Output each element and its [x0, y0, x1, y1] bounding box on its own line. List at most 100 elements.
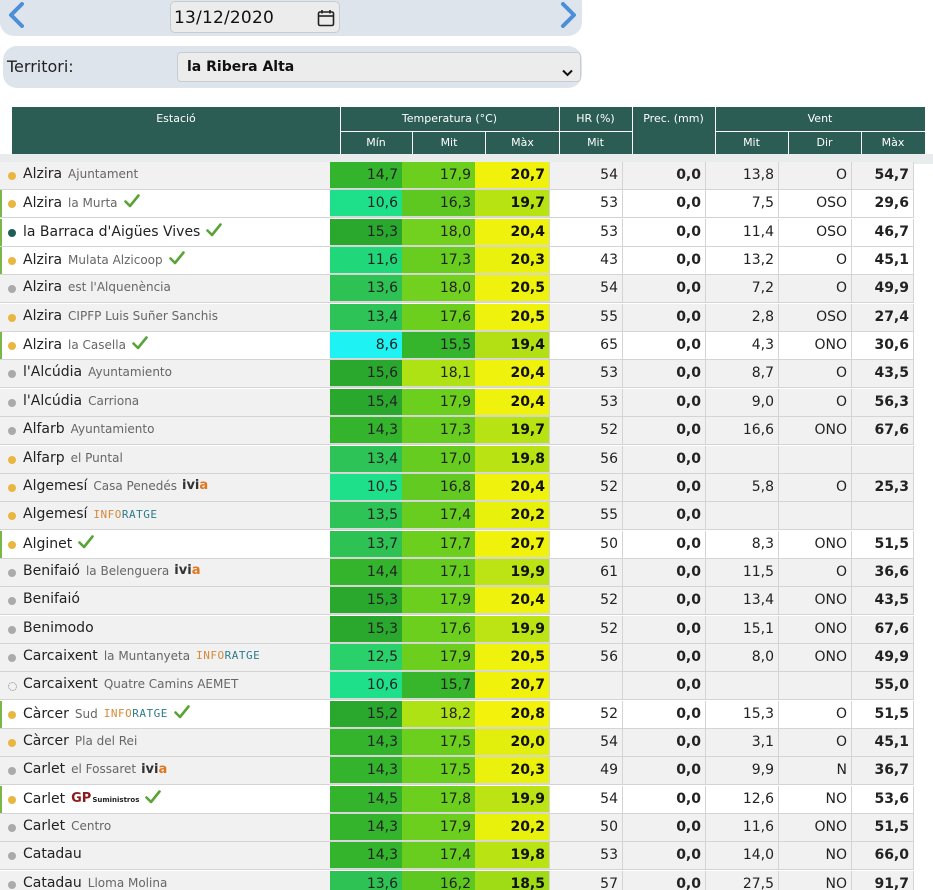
- station-cell[interactable]: Càrcer Sud INFORATGE: [0, 701, 330, 728]
- table-row[interactable]: Algemesí Casa Penedés ivia 10,5 16,8 20,4 52 0,…: [0, 473, 914, 502]
- status-dot-icon: [8, 795, 16, 804]
- station-cell[interactable]: Catadau: [0, 842, 330, 869]
- territory-select[interactable]: la Ribera Alta: [177, 52, 581, 82]
- table-row[interactable]: Càrcer Sud INFORATGE 15,2 18,2 20,8 52 0,0 15,3 O…: [0, 700, 914, 729]
- precipitation-cell: 0,0: [622, 870, 705, 890]
- wind-mean-cell: 9,0: [705, 388, 778, 416]
- station-cell[interactable]: Alzira Ajuntament: [0, 162, 330, 189]
- station-cell[interactable]: Alzira la Murta: [0, 190, 330, 217]
- station-cell[interactable]: Benifaió la Belenguera ivia: [0, 559, 330, 586]
- station-cell[interactable]: Catadau Lloma Molina: [0, 871, 330, 890]
- table-row[interactable]: Càrcer Pla del Rei 14,3 17,5 20,0 54 0,0 3,1 O 45…: [0, 729, 914, 757]
- station-label: Benifaió: [23, 591, 80, 607]
- station-label: Benimodo: [23, 620, 94, 636]
- table-row[interactable]: Carlet GPSuministros 14,5 17,8 19,9 54 0,0 12,6…: [0, 785, 914, 814]
- station-cell[interactable]: Benifaió: [0, 587, 330, 614]
- wind-max-cell: 53,6: [851, 785, 914, 813]
- header-wind-mit: Mit: [743, 136, 760, 149]
- wind-mean-cell: 13,2: [705, 247, 778, 275]
- wind-max-cell: 91,7: [851, 870, 914, 890]
- precipitation-cell: 0,0: [622, 643, 705, 671]
- station-cell[interactable]: Benimodo: [0, 616, 330, 643]
- table-row[interactable]: Benifaió 15,3 17,9 20,4 52 0,0 13,4 ONO 43,5: [0, 587, 914, 616]
- wind-mean-cell: 4,3: [705, 332, 778, 360]
- table-row[interactable]: la Barraca d'Aigües Vives 15,3 18,0 20,4 53 0…: [0, 218, 914, 247]
- date-input[interactable]: 13/12/2020: [170, 1, 340, 33]
- chevron-right-icon[interactable]: [558, 2, 578, 28]
- station-cell[interactable]: Carcaixent Quatre Camins AEMET: [0, 672, 330, 699]
- humidity-cell: 57: [549, 870, 622, 890]
- precipitation-cell: 0,0: [622, 162, 705, 189]
- checkmark-icon: [206, 222, 223, 241]
- station-subname: Casa Penedés: [93, 478, 177, 493]
- table-row[interactable]: Alginet 13,7 17,7 20,7 50 0,0 8,3 ONO 51,5: [0, 530, 914, 559]
- station-cell[interactable]: Alzira Mulata Alzicoop: [0, 247, 330, 274]
- table-row[interactable]: Catadau 14,3 17,4 19,8 53 0,0 14,0 NO 66,0: [0, 842, 914, 871]
- station-cell[interactable]: Carlet GPSuministros: [0, 786, 330, 813]
- temp-min-cell: 10,5: [330, 473, 402, 501]
- station-cell[interactable]: Alzira CIPFP Luis Suñer Sanchis: [0, 304, 330, 331]
- station-cell[interactable]: Alginet: [0, 531, 330, 558]
- chevron-left-icon[interactable]: [7, 2, 27, 28]
- station-name: l'Alcúdia: [23, 364, 83, 381]
- wind-mean-cell: 27,5: [705, 870, 778, 890]
- table-row[interactable]: Carlet el Fossaret ivia 14,3 17,5 20,3 49 0,0 9,…: [0, 757, 914, 786]
- table-row[interactable]: Carlet Centro 14,3 17,9 20,2 50 0,0 11,6 ONO 51,5: [0, 814, 914, 843]
- table-row[interactable]: Alzira la Murta 10,6 16,3 19,7 53 0,0 7,5 OSO 29,…: [0, 190, 914, 219]
- table-row[interactable]: Alzira la Casella 8,6 15,5 19,4 65 0,0 4,3 ONO 30…: [0, 332, 914, 361]
- chevron-down-icon: [562, 62, 573, 81]
- station-cell[interactable]: Carcaixent la Muntanyeta INFORATGE: [0, 644, 330, 671]
- station-cell[interactable]: Alzira est l'Alquenència: [0, 275, 330, 302]
- temp-mit-cell: 17,4: [402, 502, 475, 530]
- station-cell[interactable]: Algemesí Casa Penedés ivia: [0, 474, 330, 501]
- station-name: Benifaió: [23, 591, 80, 608]
- temp-max-cell: 20,4: [475, 218, 549, 246]
- precipitation-cell: 0,0: [622, 587, 705, 615]
- station-cell[interactable]: Carlet Centro: [0, 814, 330, 841]
- table-row[interactable]: Alfarp el Puntal 13,4 17,0 19,8 56 0,0: [0, 445, 914, 474]
- station-cell[interactable]: Alfarb Ayuntamiento: [0, 417, 330, 444]
- table-row[interactable]: Alzira Ajuntament 14,7 17,9 20,7 54 0,0 13,8 O 54…: [0, 162, 914, 190]
- wind-max-cell: 54,7: [851, 162, 914, 189]
- wind-max-cell: 46,7: [851, 218, 914, 246]
- temp-max-cell: 20,5: [475, 643, 549, 671]
- status-dot-icon: [8, 568, 16, 577]
- station-cell[interactable]: Alzira la Casella: [0, 332, 330, 359]
- wind-direction-cell: O: [778, 558, 851, 586]
- station-cell[interactable]: l'Alcúdia Carriona: [0, 389, 330, 416]
- table-row[interactable]: Carcaixent la Muntanyeta INFORATGE 12,5 17,9…: [0, 643, 914, 672]
- wind-mean-cell: 11,6: [705, 814, 778, 842]
- header-shadow: [0, 154, 933, 164]
- table-row[interactable]: Alfarb Ayuntamiento 14,3 17,3 19,7 52 0,0 16,6 O…: [0, 417, 914, 446]
- table-row[interactable]: l'Alcúdia Ayuntamiento 15,6 18,1 20,4 53 0,0 8,…: [0, 360, 914, 389]
- table-row[interactable]: Algemesí INFORATGE 13,5 17,4 20,2 55 0,0: [0, 502, 914, 531]
- temp-mit-cell: 17,8: [402, 785, 475, 813]
- precipitation-cell: 0,0: [622, 672, 705, 700]
- inforatge-logo-icon: INFORATGE: [103, 707, 168, 721]
- station-cell[interactable]: Carlet el Fossaret ivia: [0, 757, 330, 784]
- checkmark-icon: [145, 789, 162, 808]
- header-separator: [861, 131, 862, 154]
- station-label: Algemesí INFORATGE: [23, 506, 158, 522]
- table-row[interactable]: Benifaió la Belenguera ivia 14,4 17,1 19,9 61 0…: [0, 558, 914, 587]
- table-row[interactable]: Alzira CIPFP Luis Suñer Sanchis 13,4 17,6 20…: [0, 303, 914, 332]
- station-label: Alfarp el Puntal: [23, 450, 123, 466]
- station-cell[interactable]: Càrcer Pla del Rei: [0, 729, 330, 756]
- station-cell[interactable]: la Barraca d'Aigües Vives: [0, 219, 330, 246]
- station-cell[interactable]: Algemesí INFORATGE: [0, 502, 330, 529]
- table-row[interactable]: Catadau Lloma Molina 13,6 16,2 18,5 57 0,0 27,5…: [0, 870, 914, 890]
- table-row[interactable]: Alzira Mulata Alzicoop 11,6 17,3 20,3 43 0,0 13…: [0, 247, 914, 276]
- date-value: 13/12/2020: [174, 8, 274, 28]
- temp-min-cell: 13,4: [330, 303, 402, 331]
- temp-mit-cell: 16,2: [402, 870, 475, 890]
- table-row[interactable]: Benimodo 15,3 17,6 19,9 52 0,0 15,1 ONO 67,6: [0, 615, 914, 644]
- status-dot-icon: [8, 653, 16, 662]
- table-row[interactable]: l'Alcúdia Carriona 15,4 17,9 20,4 53 0,0 9,0 O 56…: [0, 388, 914, 417]
- station-cell[interactable]: l'Alcúdia Ayuntamiento: [0, 360, 330, 387]
- station-name: Carlet: [23, 790, 66, 807]
- table-row[interactable]: Carcaixent Quatre Camins AEMET 10,6 15,7 20,…: [0, 672, 914, 701]
- station-cell[interactable]: Alfarp el Puntal: [0, 446, 330, 473]
- wind-direction-cell: OSO: [778, 303, 851, 331]
- table-row[interactable]: Alzira est l'Alquenència 13,6 18,0 20,5 54 0,0…: [0, 275, 914, 304]
- calendar-icon[interactable]: [317, 9, 335, 31]
